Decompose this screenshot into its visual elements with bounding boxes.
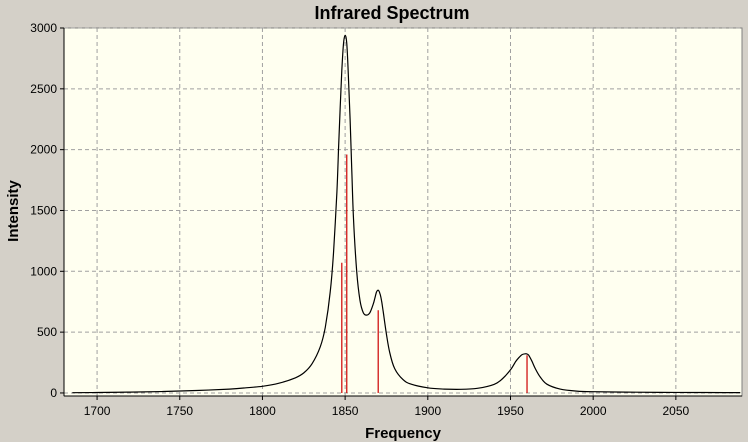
y-tick-label: 1500 [30, 203, 57, 217]
x-tick-label: 1700 [84, 404, 111, 418]
y-tick-label: 1000 [30, 264, 57, 278]
x-tick-label: 1800 [249, 404, 276, 418]
grid-lines [64, 27, 742, 396]
x-tick-label: 1950 [497, 404, 524, 418]
spectrum-line [72, 34, 741, 394]
x-tick-label: 1750 [166, 404, 193, 418]
y-tick-label: 2000 [30, 143, 57, 157]
y-axis-title: Intensity [5, 180, 22, 242]
y-tick-label: 2500 [30, 82, 57, 96]
y-tick-label: 0 [50, 386, 57, 400]
plot-area [63, 27, 743, 397]
y-tick-label: 500 [37, 325, 57, 339]
x-axis-title: Frequency [365, 425, 442, 442]
stick-lines [341, 154, 528, 393]
x-tick-label: 1900 [414, 404, 441, 418]
x-tick-label: 1850 [332, 404, 359, 418]
x-tick-label: 2050 [663, 404, 690, 418]
y-tick-label: 3000 [30, 21, 57, 35]
chart-title: Infrared Spectrum [314, 3, 469, 23]
y-axis-ticks: 0 500 1000 1500 2000 2500 3000 [30, 21, 64, 400]
x-tick-label: 2000 [580, 404, 607, 418]
x-axis-ticks: 1700 1750 1800 1850 1900 1950 2000 2050 [84, 396, 690, 418]
